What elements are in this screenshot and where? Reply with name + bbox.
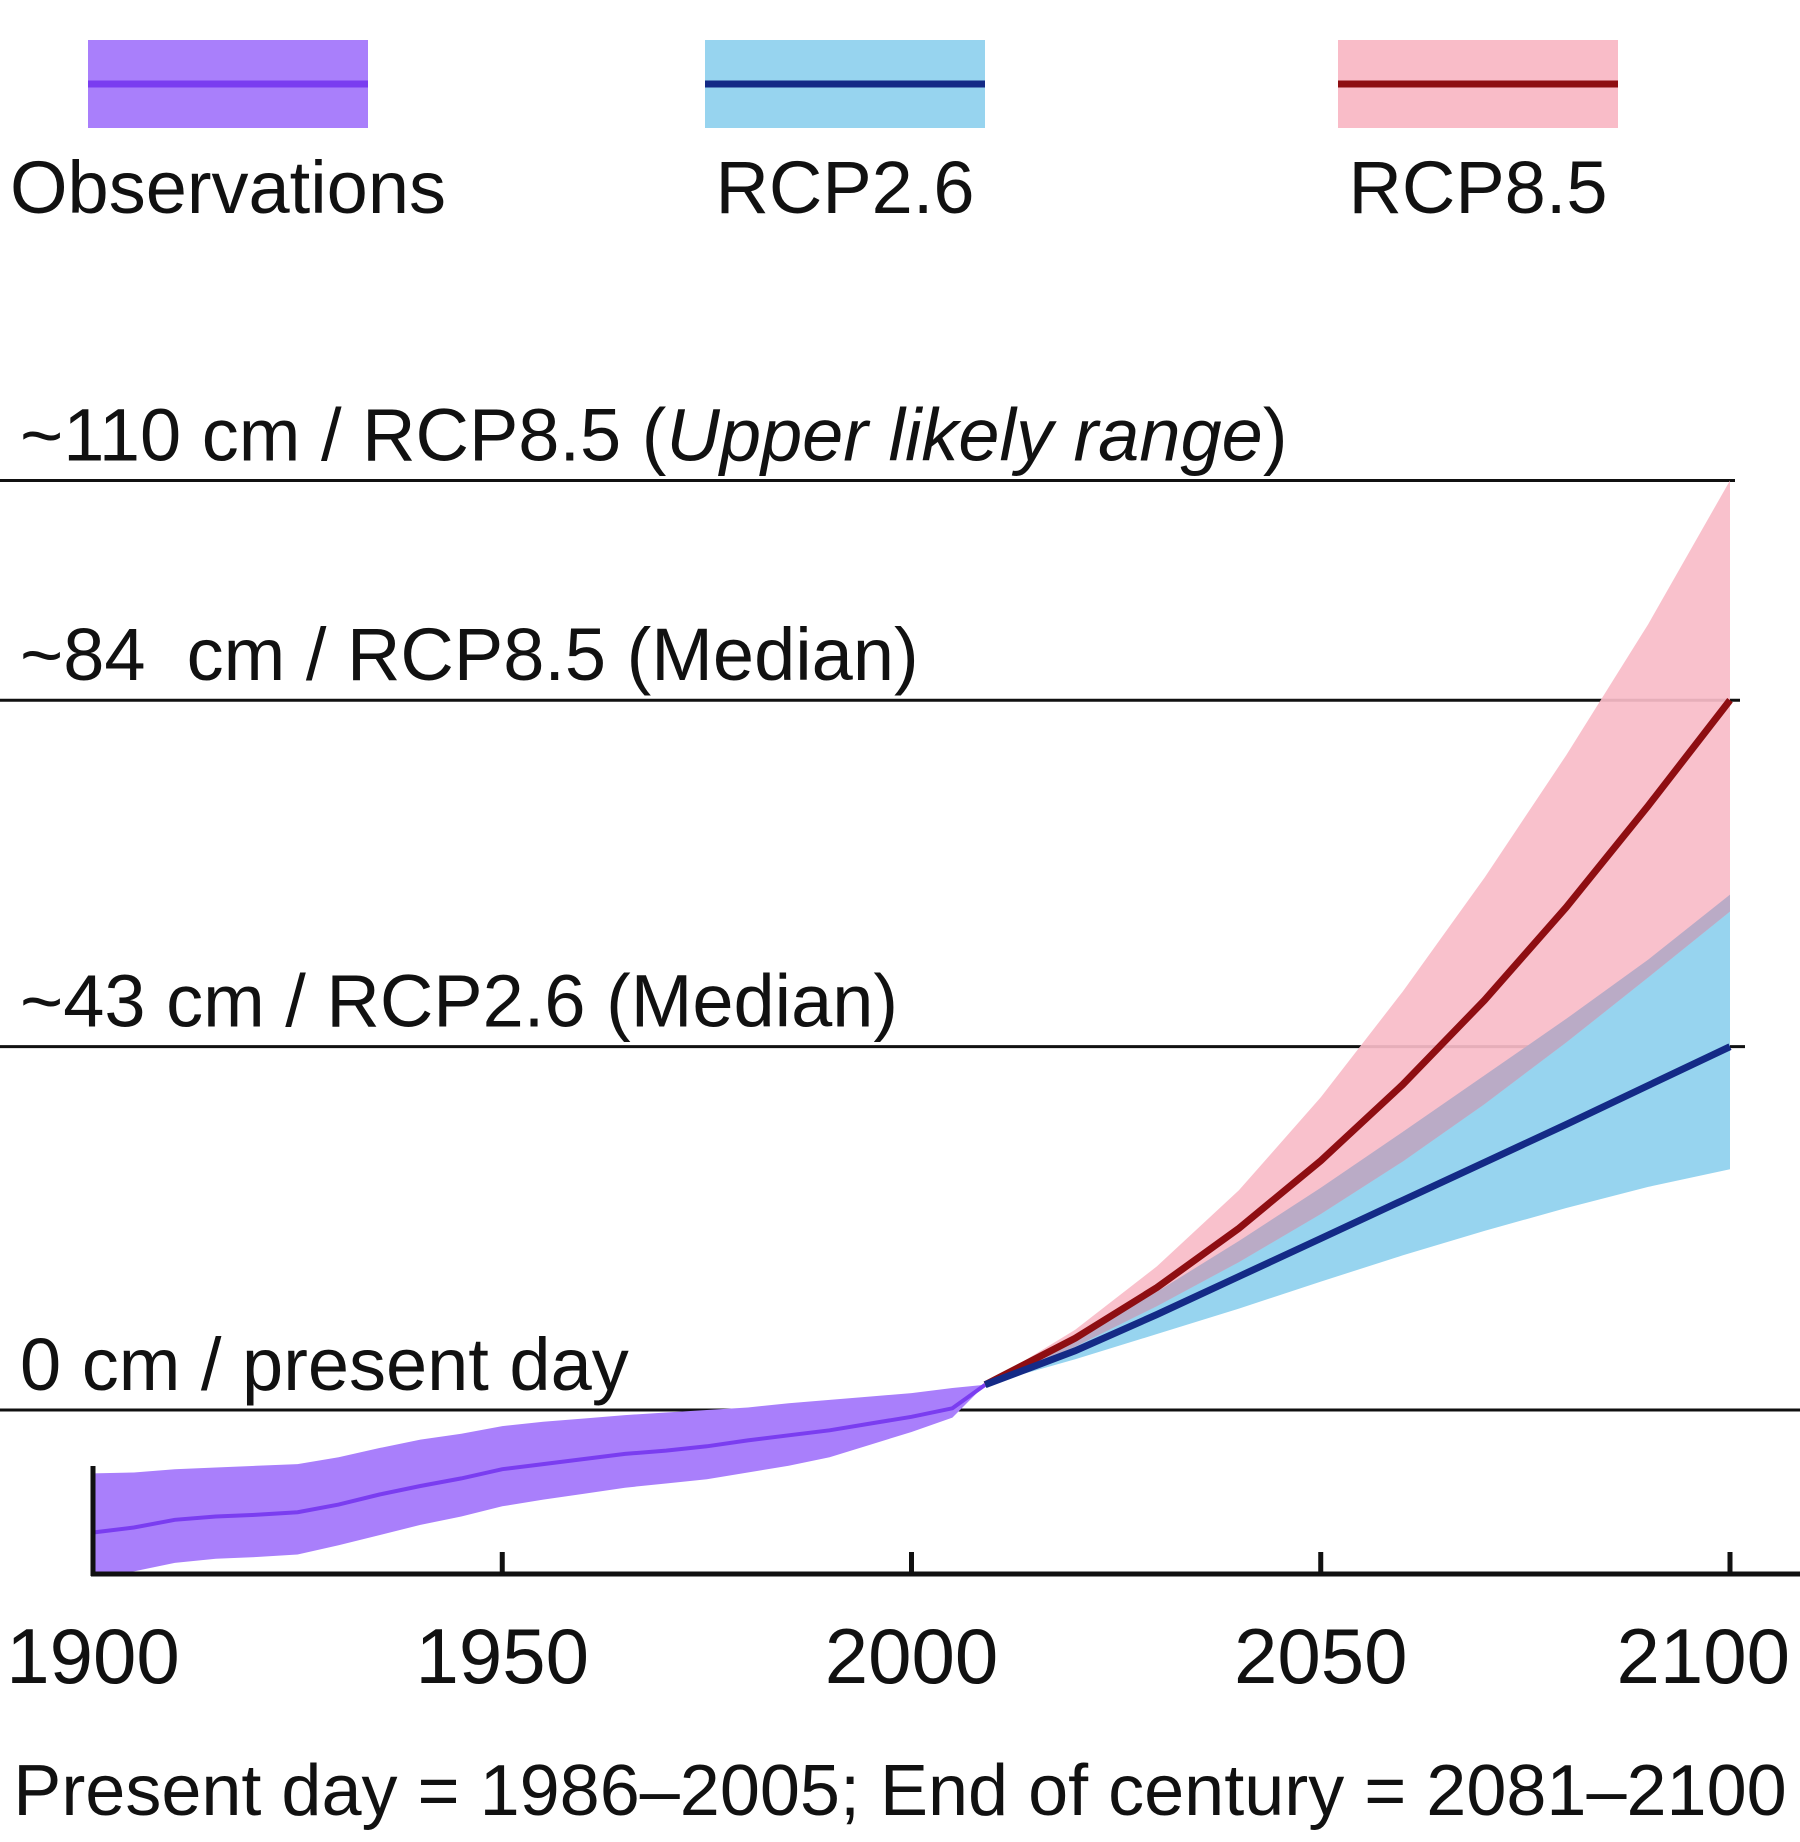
x-tick-label-2100: 2100 <box>1616 1612 1790 1700</box>
axes: 1900 1950 2000 2050 2100 <box>6 1466 1800 1700</box>
reference-label-110-suffix: ) <box>1263 394 1288 477</box>
x-tick-labels: 1900 1950 2000 2050 2100 <box>6 1612 1790 1700</box>
series-line-observations <box>92 1383 987 1535</box>
reference-label-43: ~43 cm / RCP2.6 (Median) <box>20 960 898 1043</box>
band-observations <box>93 1384 986 1575</box>
reference-label-110: ~110 cm / RCP8.5 (Upper likely range) <box>20 394 1287 477</box>
legend: Observations RCP2.6 RCP8.5 <box>10 40 1618 229</box>
legend-label-rcp26: RCP2.6 <box>715 146 974 229</box>
legend-label-rcp85: RCP8.5 <box>1348 146 1607 229</box>
band-rcp26 <box>985 894 1730 1385</box>
reference-label-110-italic: Upper likely range <box>666 394 1262 477</box>
x-tick-label-1900: 1900 <box>6 1612 180 1700</box>
chart-caption: Present day = 1986–2005; End of century … <box>13 1751 1786 1831</box>
reference-label-110-prefix: ~110 cm / RCP8.5 ( <box>20 394 667 477</box>
reference-label-84: ~84 cm / RCP8.5 (Median) <box>20 613 919 696</box>
reference-label-0: 0 cm / present day <box>20 1323 629 1406</box>
uncertainty-bands <box>93 480 1730 1575</box>
reference-lines: ~110 cm / RCP8.5 (Upper likely range) ~8… <box>0 394 1800 1412</box>
legend-item-observations: Observations <box>10 40 446 229</box>
x-ticks <box>90 1552 1733 1576</box>
x-tick-label-1950: 1950 <box>415 1612 589 1700</box>
legend-label-observations: Observations <box>10 146 446 229</box>
x-tick-label-2050: 2050 <box>1234 1612 1408 1700</box>
series-line-rcp85 <box>983 698 1733 1388</box>
legend-item-rcp85: RCP8.5 <box>1338 40 1618 229</box>
series-lines <box>92 698 1733 1535</box>
band-rcp85 <box>985 480 1730 1385</box>
series-line-rcp26 <box>983 1043 1732 1388</box>
x-tick-label-2000: 2000 <box>825 1612 999 1700</box>
legend-item-rcp26: RCP2.6 <box>705 40 985 229</box>
